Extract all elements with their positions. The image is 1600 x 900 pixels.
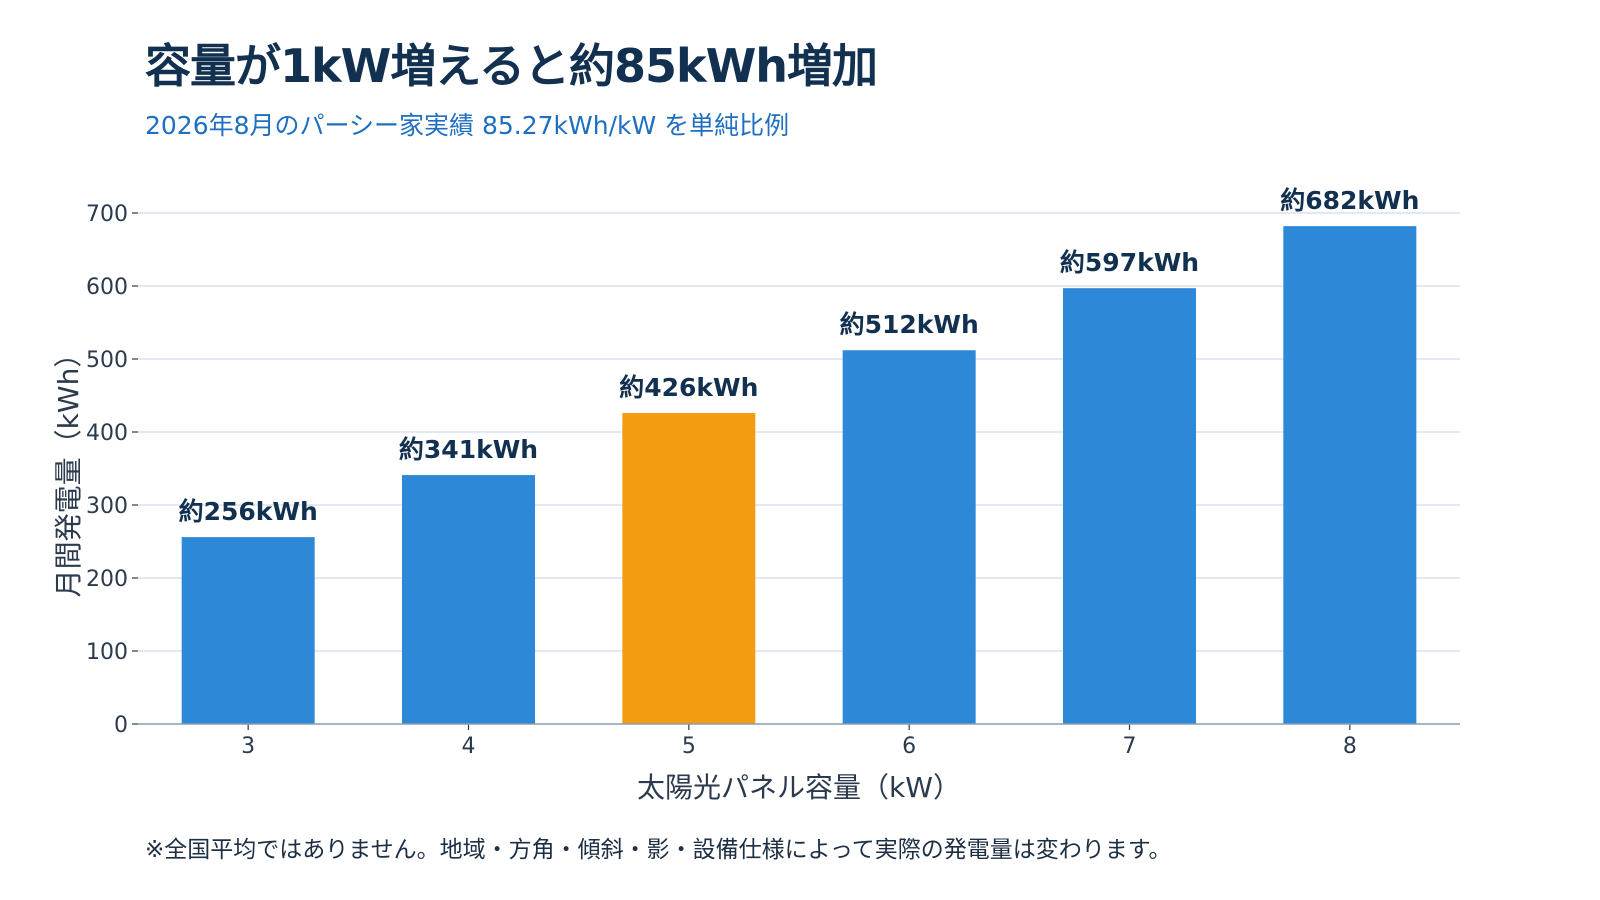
chart-title: 容量が1kW増えると約85kWh増加: [145, 39, 878, 93]
y-tick-label: 400: [86, 421, 128, 446]
bar-3kw: [181, 537, 315, 724]
x-axis-ticks: 3 4 5 6 7 8: [241, 724, 1357, 759]
x-axis-title: 太陽光パネル容量（kW）: [637, 771, 961, 804]
data-label: 約597kWh: [1060, 248, 1199, 277]
bar-6kw: [842, 350, 976, 724]
chart-subtitle: 2026年8月のパーシー家実績 85.27kWh/kW を単純比例: [145, 111, 790, 140]
y-tick-label: 300: [86, 494, 128, 519]
disclaimer-note: ※全国平均ではありません。地域・方角・傾斜・影・設備仕様によって実際の発電量は変…: [145, 837, 1172, 863]
x-tick-label: 4: [462, 734, 476, 759]
x-tick-label: 6: [902, 734, 916, 759]
y-axis-title: 月間発電量（kWh）: [52, 340, 85, 598]
data-labels: 約256kWh 約341kWh 約426kWh 約512kWh 約597kWh 約682k…: [179, 186, 1420, 526]
y-tick-label: 600: [86, 275, 128, 300]
gridlines: [138, 212, 1460, 652]
y-axis-ticks: 0 100 200 300 400 500 600 700: [86, 202, 138, 738]
bar-7kw: [1063, 288, 1196, 724]
data-label: 約341kWh: [399, 435, 538, 464]
data-label: 約256kWh: [179, 497, 318, 526]
data-label: 約682kWh: [1280, 186, 1419, 215]
x-tick-label: 3: [241, 734, 255, 759]
y-tick-label: 500: [86, 348, 128, 373]
bar-4kw: [402, 475, 535, 724]
y-tick-label: 0: [114, 713, 128, 738]
y-tick-label: 700: [86, 202, 128, 227]
bar-5kw: [622, 413, 756, 724]
bar-8kw: [1283, 226, 1417, 724]
y-tick-label: 200: [86, 567, 128, 592]
x-tick-label: 8: [1343, 734, 1357, 759]
data-label: 約426kWh: [619, 373, 758, 402]
x-tick-label: 5: [682, 734, 696, 759]
data-label: 約512kWh: [840, 310, 979, 339]
x-tick-label: 7: [1123, 734, 1137, 759]
y-tick-label: 100: [86, 640, 128, 665]
bars: [181, 226, 1417, 724]
